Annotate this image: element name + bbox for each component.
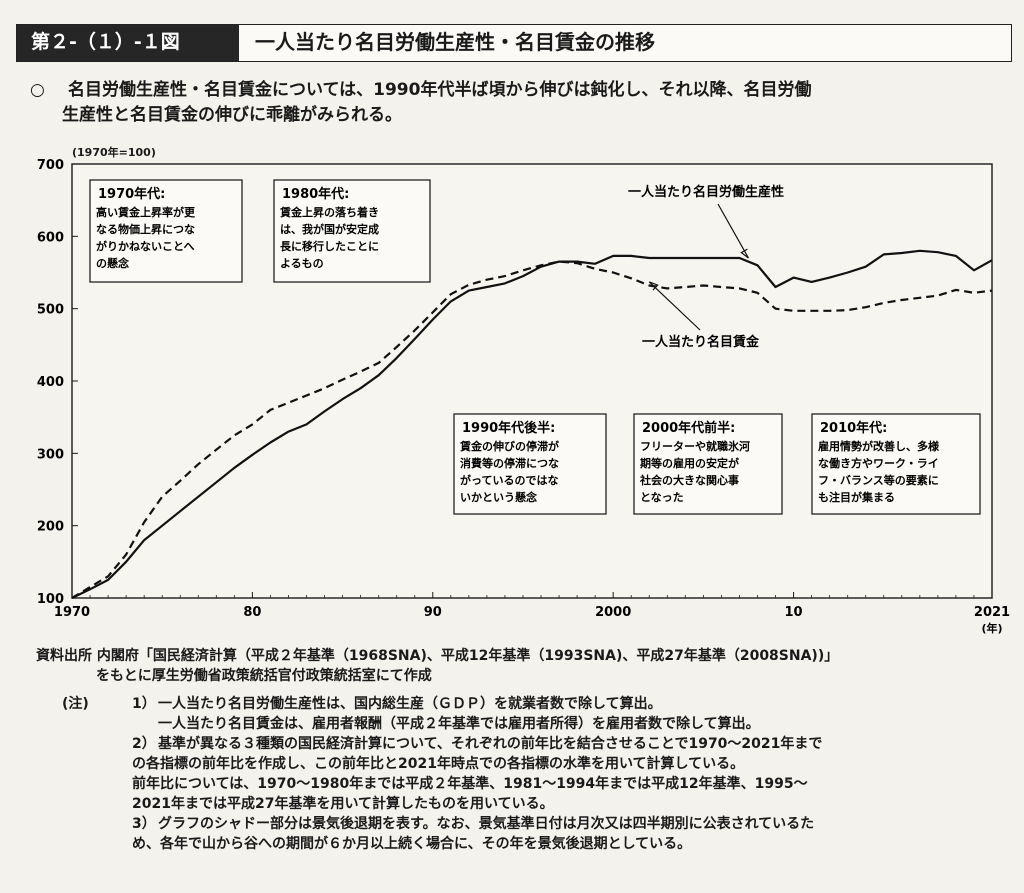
source-line-1: 資料出所 内閣府「国民経済計算（平成２年基準（1968SNA)、平成12年基準（… bbox=[36, 648, 839, 664]
y-tick-label: 500 bbox=[37, 303, 64, 318]
annotation-title-5: 2010年代: bbox=[820, 420, 887, 436]
y-tick-label: 100 bbox=[37, 592, 64, 607]
annotation-line: がりかねないことへ bbox=[96, 239, 194, 253]
annotation-line: 期等の雇用の安定が bbox=[640, 456, 739, 470]
series-line-1 bbox=[71, 249, 993, 599]
annotation-box-3 bbox=[453, 413, 607, 515]
annotation-title-1: 1970年代: bbox=[98, 186, 165, 202]
annotation-line: フリーターや就職氷河 bbox=[640, 439, 750, 453]
annotation-title-2: 1980年代: bbox=[282, 186, 349, 202]
note-line: 2） 基準が異なる３種類の国民経済計算について、それぞれの前年比を結合させることで… bbox=[62, 734, 1002, 754]
annotation-line: 雇用情勢が改善し、多様 bbox=[818, 439, 940, 453]
series-label-arrow-2 bbox=[648, 281, 701, 331]
note-number: 1） bbox=[132, 696, 156, 712]
annotation-line: 賃金上昇の落ち着き bbox=[279, 205, 379, 219]
series-label-arrowhead-2 bbox=[649, 281, 659, 291]
annotation-box-4 bbox=[633, 413, 783, 515]
x-tick-label: 10 bbox=[785, 605, 803, 620]
source-line-2: をもとに厚生労働省政策統括官付政策統括室にて作成 bbox=[96, 668, 432, 684]
figure-title: 一人当たり名目労働生産性・名目賃金の推移 bbox=[255, 30, 655, 54]
note-line: の各指標の前年比を作成し、この前年比と2021年時点での各指標の水準を用いて計算… bbox=[62, 754, 1002, 774]
series-label-arrow-1 bbox=[717, 203, 749, 259]
x-tick-label: 90 bbox=[424, 605, 442, 620]
annotation-title-3: 1990年代後半: bbox=[462, 420, 555, 436]
annotation-line: がっているのではな bbox=[460, 473, 558, 487]
series-label-2: 一人当たり名目賃金 bbox=[642, 334, 760, 350]
note-text: 前年比については、1970～1980年までは平成２年基準、1981～1994年ま… bbox=[132, 776, 808, 792]
annotation-line: なる物価上昇につな bbox=[96, 222, 195, 236]
annotation-line: な働き方やワーク・ライ bbox=[818, 456, 939, 470]
note-number: 3） bbox=[132, 816, 156, 832]
x-tick-label: 2000 bbox=[595, 605, 631, 620]
y-tick-label: 400 bbox=[37, 375, 64, 390]
y-tick-label: 300 bbox=[37, 447, 64, 462]
y-tick-label: 200 bbox=[37, 520, 64, 535]
annotation-line: フ・バランス等の要素に bbox=[818, 473, 939, 487]
note-text: グラフのシャドー部分は景気後退期を表す。なお、景気基準日付は月次又は四半期別に公… bbox=[158, 816, 815, 832]
annotation-line: は、我が国が安定成 bbox=[280, 222, 379, 236]
note-text: め、各年で山から谷への期間が６か月以上続く場合に、その年を景気後退期としている。 bbox=[132, 836, 692, 852]
note-text: 一人当たり名目賃金は、雇用者報酬（平成２年基準では雇用者所得）を雇用者数で除して… bbox=[158, 716, 760, 732]
x-tick-label: 1970 bbox=[54, 605, 90, 620]
y-tick-label: 600 bbox=[37, 230, 64, 245]
annotation-line: 消費等の停滞につな bbox=[460, 456, 559, 470]
series-line-2 bbox=[71, 260, 993, 599]
note-text: 基準が異なる３種類の国民経済計算について、それぞれの前年比を結合させることで19… bbox=[158, 736, 823, 752]
x-tick-label: 80 bbox=[243, 605, 261, 620]
annotation-line: 高い賃金上昇率が更 bbox=[96, 205, 196, 219]
y-unit-label: (1970年=100) bbox=[72, 146, 156, 159]
summary-bullet: ○ bbox=[30, 80, 45, 100]
annotation-line: いかという懸念 bbox=[460, 490, 538, 504]
note-text: 2021年までは平成27年基準を用いて計算したものを用いている。 bbox=[132, 796, 554, 812]
annotation-line: の懸念 bbox=[96, 256, 130, 270]
note-text: 一人当たり名目労働生産性は、国内総生産（ＧＤＰ）を就業者数で除して算出。 bbox=[158, 696, 662, 712]
line-chart: 100 200 300 400 500 600 700 1970 80 90 2000 10 2021(… bbox=[37, 158, 1010, 635]
x-tick-label: 2021 bbox=[974, 605, 1010, 620]
notes: (注) 1） 一人当たり名目労働生産性は、国内総生産（ＧＤＰ）を就業者数で除して算出… bbox=[62, 694, 1002, 854]
note-line: (注) 1） 一人当たり名目労働生産性は、国内総生産（ＧＤＰ）を就業者数で除して算出… bbox=[62, 694, 1002, 714]
note-text: の各指標の前年比を作成し、この前年比と2021年時点での各指標の水準を用いて計算… bbox=[132, 756, 745, 772]
note-line: 2021年までは平成27年基準を用いて計算したものを用いている。 bbox=[62, 794, 1002, 814]
note-line: 一人当たり名目賃金は、雇用者報酬（平成２年基準では雇用者所得）を雇用者数で除して… bbox=[62, 714, 1002, 734]
summary-line-1: 名目労働生産性・名目賃金については、1990年代半ば頃から伸びは鈍化し、それ以降… bbox=[68, 80, 812, 100]
annotation-line: 社会の大きな関心事 bbox=[639, 473, 739, 487]
x-unit-label: (年) bbox=[981, 621, 1002, 635]
note-number: 2） bbox=[132, 736, 156, 752]
y-tick-label: 700 bbox=[37, 158, 64, 173]
annotation-line: となった bbox=[640, 491, 684, 504]
annotation-line: よるもの bbox=[280, 257, 324, 270]
series-label-arrowhead-1 bbox=[740, 248, 749, 259]
note-line: 前年比については、1970～1980年までは平成２年基準、1981～1994年ま… bbox=[62, 774, 1002, 794]
summary: ○ 名目労働生産性・名目賃金については、1990年代半ば頃から伸びは鈍化し、それ以… bbox=[30, 78, 990, 128]
annotation-line: 長に移行したことに bbox=[280, 239, 379, 253]
annotation-box-2 bbox=[273, 179, 431, 283]
note-line: め、各年で山から谷への期間が６か月以上続く場合に、その年を景気後退期としている。 bbox=[62, 834, 1002, 854]
summary-line-2: 生産性と名目賃金の伸びに乖離がみられる。 bbox=[62, 105, 402, 125]
annotation-title-4: 2000年代前半: bbox=[642, 420, 735, 436]
series-label-1: 一人当たり名目労働生産性 bbox=[628, 184, 784, 200]
annotation-line: 賃金の伸びの停滞が bbox=[459, 439, 559, 453]
figure-number: 第２-（１）-１図 bbox=[17, 25, 239, 61]
figure-header: 第２-（１）-１図 一人当たり名目労働生産性・名目賃金の推移 bbox=[16, 24, 1012, 62]
notes-label: (注) bbox=[62, 696, 89, 712]
note-line: 3） グラフのシャドー部分は景気後退期を表す。なお、景気基準日付は月次又は四半期別… bbox=[62, 814, 1002, 834]
annotation-line: も注目が集まる bbox=[818, 490, 895, 504]
annotation-box-1 bbox=[89, 179, 243, 283]
source-note: 資料出所 内閣府「国民経済計算（平成２年基準（1968SNA)、平成12年基準（… bbox=[36, 646, 838, 686]
annotation-box-5 bbox=[811, 413, 981, 515]
